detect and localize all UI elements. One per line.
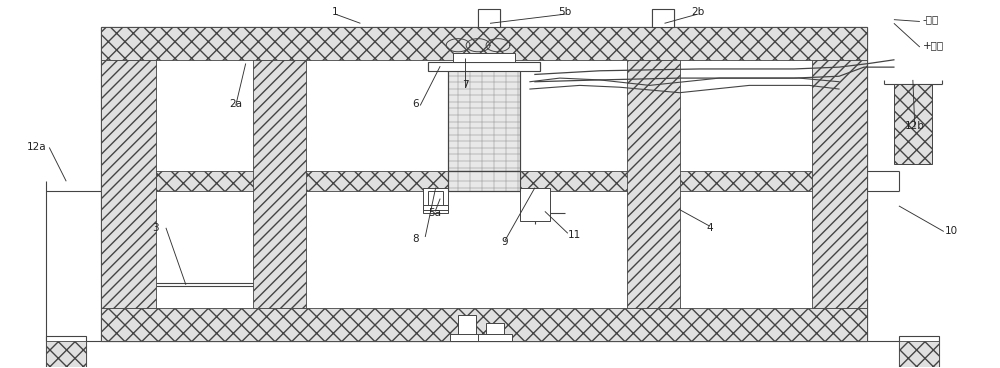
Bar xyxy=(448,171,520,191)
Text: 1: 1 xyxy=(332,7,339,17)
Text: 8: 8 xyxy=(412,234,419,244)
Text: 9: 9 xyxy=(502,237,508,247)
Bar xyxy=(812,60,867,308)
Text: 7: 7 xyxy=(462,80,468,91)
Text: -工作: -工作 xyxy=(923,15,939,25)
Text: 10: 10 xyxy=(945,226,958,237)
Bar xyxy=(448,63,520,171)
Text: 12b: 12b xyxy=(905,121,925,131)
Text: +电极: +电极 xyxy=(923,40,944,50)
Bar xyxy=(46,341,86,368)
Bar xyxy=(453,53,515,62)
Bar xyxy=(520,188,550,220)
Bar xyxy=(899,336,939,368)
Bar xyxy=(428,191,443,206)
Bar xyxy=(627,60,680,308)
Bar xyxy=(46,336,86,368)
Bar xyxy=(101,308,867,341)
Bar xyxy=(458,315,476,341)
Bar xyxy=(253,60,306,308)
Text: 2a: 2a xyxy=(229,99,242,109)
Bar xyxy=(652,9,674,27)
Bar xyxy=(450,334,484,341)
Bar xyxy=(478,9,500,27)
Text: 2b: 2b xyxy=(691,7,704,17)
Text: 4: 4 xyxy=(706,223,713,233)
Text: 6: 6 xyxy=(412,99,419,109)
Bar xyxy=(423,205,448,209)
Bar xyxy=(428,62,540,71)
Text: 5b: 5b xyxy=(558,7,571,17)
Text: 3: 3 xyxy=(153,223,159,233)
Bar xyxy=(899,341,939,368)
Bar xyxy=(423,188,448,213)
Text: 11: 11 xyxy=(568,230,581,240)
Bar xyxy=(894,84,932,164)
Bar xyxy=(448,171,520,191)
Text: 12a: 12a xyxy=(26,142,46,152)
Text: 5a: 5a xyxy=(429,208,442,218)
Bar xyxy=(101,60,156,308)
Bar xyxy=(478,334,512,341)
Bar xyxy=(448,63,520,171)
Bar xyxy=(156,171,812,191)
Bar xyxy=(486,323,504,341)
Bar xyxy=(101,27,867,60)
